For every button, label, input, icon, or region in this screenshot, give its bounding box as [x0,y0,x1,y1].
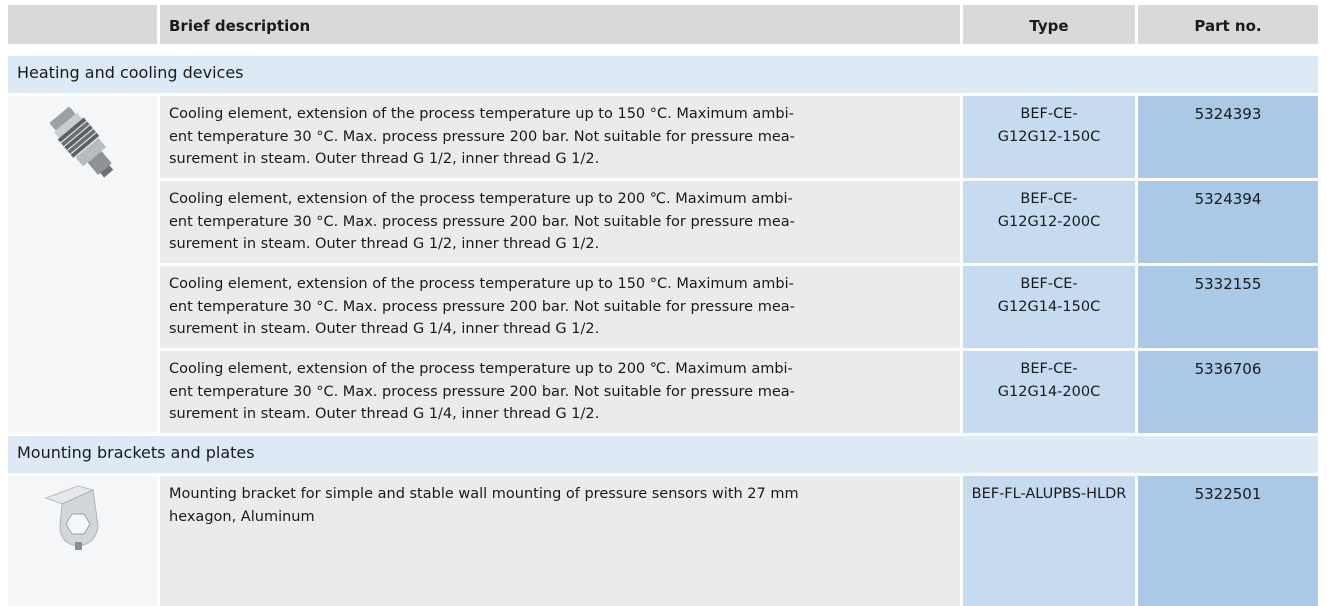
description-cell: Cooling element, extension of the proces… [160,96,960,178]
type-cell: BEF-CE-G12G12-150C [963,96,1135,178]
description-line: ent temperature 30 °C. Max. process pres… [169,211,960,234]
description-line: surement in steam. Outer thread G 1/4, i… [169,403,960,426]
description-cell: Cooling element, extension of the proces… [160,351,960,433]
description-line: ent temperature 30 °C. Max. process pres… [169,296,960,319]
type-cell: BEF-CE-G12G14-200C [963,351,1135,433]
description-line: Cooling element, extension of the proces… [169,188,960,211]
type-line: G12G12-200C [963,211,1135,234]
type-line: G12G12-150C [963,126,1135,149]
type-line: G12G14-150C [963,296,1135,319]
type-line: BEF-CE- [963,188,1135,211]
description-cell: Cooling element, extension of the proces… [160,266,960,348]
description-line: hexagon, Aluminum [169,506,960,529]
type-line: BEF-FL-ALUPBS-HLDR [963,483,1135,506]
description-line: surement in steam. Outer thread G 1/2, i… [169,148,960,171]
type-line: BEF-CE- [963,358,1135,381]
part-cell: 5336706 [1138,351,1318,433]
type-line: BEF-CE- [963,273,1135,296]
mounting-bracket-image [38,478,128,553]
description-line: surement in steam. Outer thread G 1/2, i… [169,233,960,256]
part-cell: 5324393 [1138,96,1318,178]
part-cell: 5324394 [1138,181,1318,263]
part-number: 5332155 [1138,273,1318,296]
description-cell: Cooling element, extension of the proces… [160,181,960,263]
type-cell: BEF-CE-G12G12-200C [963,181,1135,263]
section-header: Mounting brackets and plates [8,436,1318,473]
description-line: Cooling element, extension of the proces… [169,358,960,381]
description-cell: Mounting bracket for simple and stable w… [160,476,960,606]
type-cell: BEF-FL-ALUPBS-HLDR [963,476,1135,606]
part-header: Part no. [1138,15,1318,38]
header-cell [8,5,157,44]
description-line: surement in steam. Outer thread G 1/4, i… [169,318,960,341]
part-number: 5324394 [1138,188,1318,211]
section-title: Heating and cooling devices [17,62,1318,85]
description-line: Cooling element, extension of the proces… [169,103,960,126]
type-line: BEF-CE- [963,103,1135,126]
header-cell: Brief description [160,5,960,44]
header-cell: Type [963,5,1135,44]
part-cell: 5332155 [1138,266,1318,348]
type-cell: BEF-CE-G12G14-150C [963,266,1135,348]
description-header: Brief description [169,15,960,38]
header-cell: Part no. [1138,5,1318,44]
description-line: ent temperature 30 °C. Max. process pres… [169,381,960,404]
type-header: Type [963,15,1135,38]
section-title: Mounting brackets and plates [17,442,1318,465]
page: 5322501BEF-FL-ALUPBS-HLDRMounting bracke… [0,0,1327,606]
part-number: 5322501 [1138,483,1318,506]
description-line: Mounting bracket for simple and stable w… [169,483,960,506]
description-line: Cooling element, extension of the proces… [169,273,960,296]
cooling-element-image [38,98,128,188]
part-number: 5336706 [1138,358,1318,381]
part-cell: 5322501 [1138,476,1318,606]
type-line: G12G14-200C [963,381,1135,404]
description-line: ent temperature 30 °C. Max. process pres… [169,126,960,149]
part-number: 5324393 [1138,103,1318,126]
section-header: Heating and cooling devices [8,56,1318,93]
